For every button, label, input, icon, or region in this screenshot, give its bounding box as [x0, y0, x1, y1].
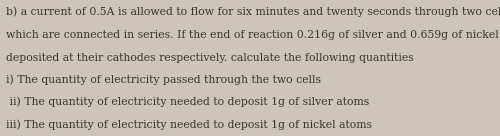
Text: iii) The quantity of electricity needed to deposit 1g of nickel atoms: iii) The quantity of electricity needed …	[6, 119, 372, 130]
Text: b) a current of 0.5A is allowed to flow for six minutes and twenty seconds throu: b) a current of 0.5A is allowed to flow …	[6, 6, 500, 17]
Text: i) The quantity of electricity passed through the two cells: i) The quantity of electricity passed th…	[6, 74, 321, 85]
Text: which are connected in series. If the end of reaction 0.216g of silver and 0.659: which are connected in series. If the en…	[6, 30, 500, 40]
Text: ii) The quantity of electricity needed to deposit 1g of silver atoms: ii) The quantity of electricity needed t…	[6, 96, 369, 107]
Text: deposited at their cathodes respectively. calculate the following quantities: deposited at their cathodes respectively…	[6, 53, 414, 63]
